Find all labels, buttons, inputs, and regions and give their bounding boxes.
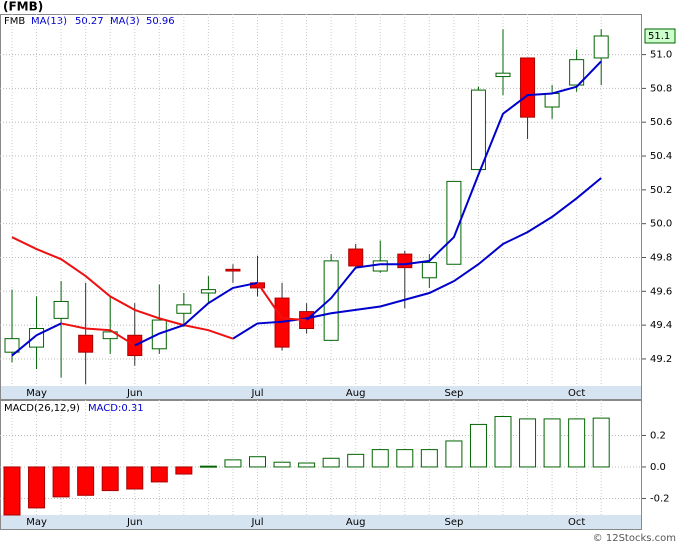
chart-title: (FMB) bbox=[3, 0, 43, 14]
x-tick-label: Jun bbox=[126, 517, 143, 528]
y-tick-label: 50.2 bbox=[650, 185, 672, 196]
ma-line bbox=[11, 322, 62, 357]
legend-ma13: MA(13) bbox=[31, 16, 67, 27]
x-tick-label: Jul bbox=[250, 517, 263, 528]
macd-value: MACD:0.31 bbox=[88, 403, 144, 414]
candle-body bbox=[544, 92, 560, 108]
candle-body bbox=[4, 338, 20, 353]
macd-bar bbox=[126, 466, 144, 490]
macd-bar bbox=[175, 466, 193, 475]
macd-bar bbox=[469, 423, 487, 468]
y-tick-label: 0.2 bbox=[650, 430, 666, 441]
x-tick-label: Jul bbox=[250, 388, 263, 399]
macd-bar bbox=[322, 457, 340, 468]
ma-line bbox=[11, 236, 234, 340]
macd-bar bbox=[28, 466, 46, 509]
candle-body bbox=[176, 304, 192, 314]
candle-body bbox=[372, 260, 388, 272]
y-tick-label: 50.4 bbox=[650, 151, 672, 162]
candle-body bbox=[495, 72, 511, 78]
x-tick-label: May bbox=[26, 517, 47, 528]
candle-body bbox=[397, 253, 413, 269]
legend-symbol: FMB bbox=[4, 16, 25, 27]
macd-bar bbox=[568, 418, 586, 468]
y-tick-label: 49.4 bbox=[650, 320, 672, 331]
ma-line bbox=[60, 322, 136, 347]
macd-bar bbox=[519, 418, 537, 468]
candle-body bbox=[29, 328, 45, 348]
candle-body bbox=[348, 248, 364, 267]
candle-body bbox=[225, 268, 241, 272]
macd-bar bbox=[445, 440, 463, 468]
candle-body bbox=[200, 289, 216, 294]
y-tick-label: 51.0 bbox=[650, 50, 672, 61]
macd-bar bbox=[150, 466, 168, 483]
macd-bar bbox=[249, 456, 266, 468]
ma-line bbox=[134, 281, 258, 347]
macd-bar bbox=[273, 461, 291, 468]
y-tick-label: 50.6 bbox=[650, 117, 672, 128]
candle-body bbox=[593, 35, 609, 59]
candle-body bbox=[520, 57, 536, 118]
x-tick-label: Jun bbox=[126, 388, 143, 399]
panel-border bbox=[0, 400, 642, 530]
y-tick-label: 50.0 bbox=[650, 219, 672, 230]
ma-line bbox=[305, 60, 602, 321]
y-tick-label: 0.0 bbox=[650, 462, 666, 473]
x-tick-label: May bbox=[26, 388, 47, 399]
y-tick-label: 49.2 bbox=[650, 354, 672, 365]
macd-bar bbox=[199, 465, 217, 468]
macd-bar bbox=[543, 418, 561, 468]
y-tick-label: -0.2 bbox=[650, 493, 670, 504]
panel-border bbox=[0, 14, 642, 400]
legend-ma3: MA(3) bbox=[110, 16, 140, 27]
legend-ma3-value: 50.96 bbox=[146, 16, 175, 27]
x-tick-label: Sep bbox=[444, 517, 463, 528]
macd-bar bbox=[3, 466, 21, 516]
y-tick-label: 49.6 bbox=[650, 286, 672, 297]
footer: © 12Stocks.com bbox=[593, 533, 676, 544]
macd-bar bbox=[52, 466, 70, 498]
macd-bar bbox=[420, 449, 438, 468]
month-band bbox=[0, 515, 642, 530]
macd-bar bbox=[592, 417, 610, 468]
last-price-tag bbox=[644, 28, 676, 44]
candle-body bbox=[53, 300, 69, 319]
candle-body bbox=[323, 260, 339, 341]
month-band bbox=[0, 386, 642, 400]
macd-bar bbox=[224, 459, 242, 468]
x-tick-label: Sep bbox=[444, 388, 463, 399]
x-tick-label: Aug bbox=[346, 517, 366, 528]
y-tick-label: 49.8 bbox=[650, 252, 672, 263]
macd-bar bbox=[371, 449, 389, 468]
x-tick-label: Oct bbox=[568, 517, 585, 528]
candle-body bbox=[569, 59, 585, 86]
candle-body bbox=[446, 180, 462, 265]
macd-bar bbox=[494, 416, 512, 468]
macd-bar bbox=[347, 453, 365, 468]
candle-body bbox=[421, 262, 437, 279]
candle-body bbox=[470, 89, 486, 171]
macd-bar bbox=[396, 449, 414, 468]
legend-ma13-value: 50.27 bbox=[75, 16, 104, 27]
y-tick-label: 50.8 bbox=[650, 83, 672, 94]
macd-bar bbox=[298, 462, 316, 468]
macd-title: MACD(26,12,9) bbox=[4, 403, 80, 414]
macd-bar bbox=[101, 466, 119, 492]
candle-body bbox=[127, 334, 143, 357]
ma-line bbox=[256, 282, 307, 322]
x-tick-label: Oct bbox=[568, 388, 585, 399]
x-tick-label: Aug bbox=[346, 388, 366, 399]
candle-body bbox=[78, 334, 94, 353]
macd-bar bbox=[77, 466, 95, 496]
last-price-label: 51.1 bbox=[648, 31, 670, 42]
